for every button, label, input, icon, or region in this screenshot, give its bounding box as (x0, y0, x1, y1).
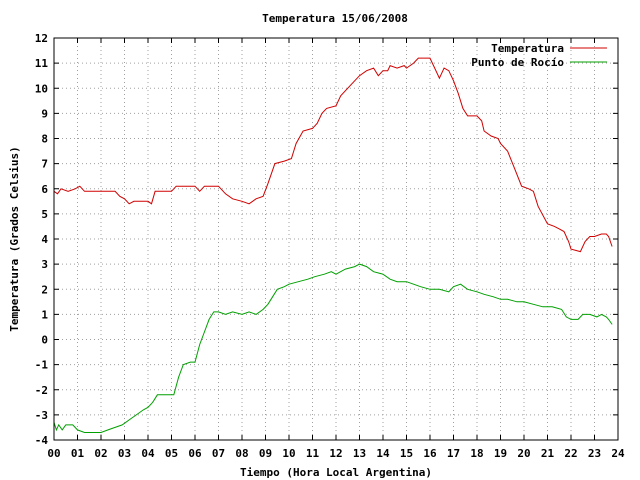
grid-lines (54, 38, 618, 440)
x-tick-label: 19 (494, 447, 507, 460)
x-tick-label: 07 (212, 447, 225, 460)
y-tick-label: -2 (35, 384, 48, 397)
x-tick-label: 03 (118, 447, 131, 460)
x-tick-label: 18 (470, 447, 483, 460)
y-tick-label: 12 (35, 32, 48, 45)
x-tick-label: 22 (564, 447, 577, 460)
x-tick-label: 01 (71, 447, 85, 460)
x-tick-label: 08 (235, 447, 248, 460)
x-tick-label: 09 (259, 447, 272, 460)
y-tick-label: 7 (41, 158, 48, 171)
y-tick-label: 10 (35, 82, 48, 95)
x-tick-label: 11 (306, 447, 320, 460)
x-tick-label: 00 (47, 447, 60, 460)
x-tick-label: 20 (517, 447, 530, 460)
x-tick-label: 24 (611, 447, 625, 460)
y-tick-label: 0 (41, 334, 48, 347)
y-tick-label: 2 (41, 283, 48, 296)
y-tick-label: -3 (35, 409, 48, 422)
y-tick-label: -1 (35, 359, 49, 372)
x-tick-label: 21 (541, 447, 555, 460)
series-line-temperatura (53, 57, 613, 253)
legend-label-temperatura: Temperatura (491, 42, 564, 55)
x-axis-ticks: 00 01 02 03 04 05 06 07 08 09 10 11 12 13 14 15 16 17 18 19… (47, 38, 625, 460)
y-tick-label: 3 (41, 258, 48, 271)
y-tick-label: 8 (41, 133, 48, 146)
x-tick-label: 02 (94, 447, 107, 460)
x-tick-label: 12 (329, 447, 342, 460)
x-tick-label: 16 (423, 447, 437, 460)
legend-label-punto-de-rocio: Punto de Rocío (471, 56, 564, 69)
y-tick-label: 11 (35, 57, 49, 70)
y-tick-label: 1 (41, 308, 48, 321)
y-tick-label: 5 (41, 208, 48, 221)
chart-title: Temperatura 15/06/2008 (262, 12, 408, 25)
x-tick-label: 04 (141, 447, 155, 460)
x-tick-label: 13 (353, 447, 366, 460)
legend: Temperatura Punto de Rocío (471, 42, 607, 69)
y-tick-label: 4 (41, 233, 48, 246)
y-tick-label: -4 (35, 434, 49, 447)
x-tick-label: 15 (400, 447, 413, 460)
x-axis-title: Tiempo (Hora Local Argentina) (240, 466, 432, 479)
series-lines (53, 57, 613, 433)
x-tick-label: 06 (188, 447, 202, 460)
y-tick-label: 9 (41, 107, 48, 120)
y-tick-label: 6 (41, 183, 48, 196)
x-tick-label: 17 (447, 447, 460, 460)
plot-frame (53, 37, 619, 441)
x-tick-label: 10 (282, 447, 295, 460)
x-tick-label: 23 (588, 447, 601, 460)
x-tick-label: 05 (165, 447, 178, 460)
series-line-punto-de-rocio (53, 263, 613, 433)
x-tick-label: 14 (376, 447, 390, 460)
y-axis-title: Temperatura (Grados Celsius) (8, 146, 21, 331)
